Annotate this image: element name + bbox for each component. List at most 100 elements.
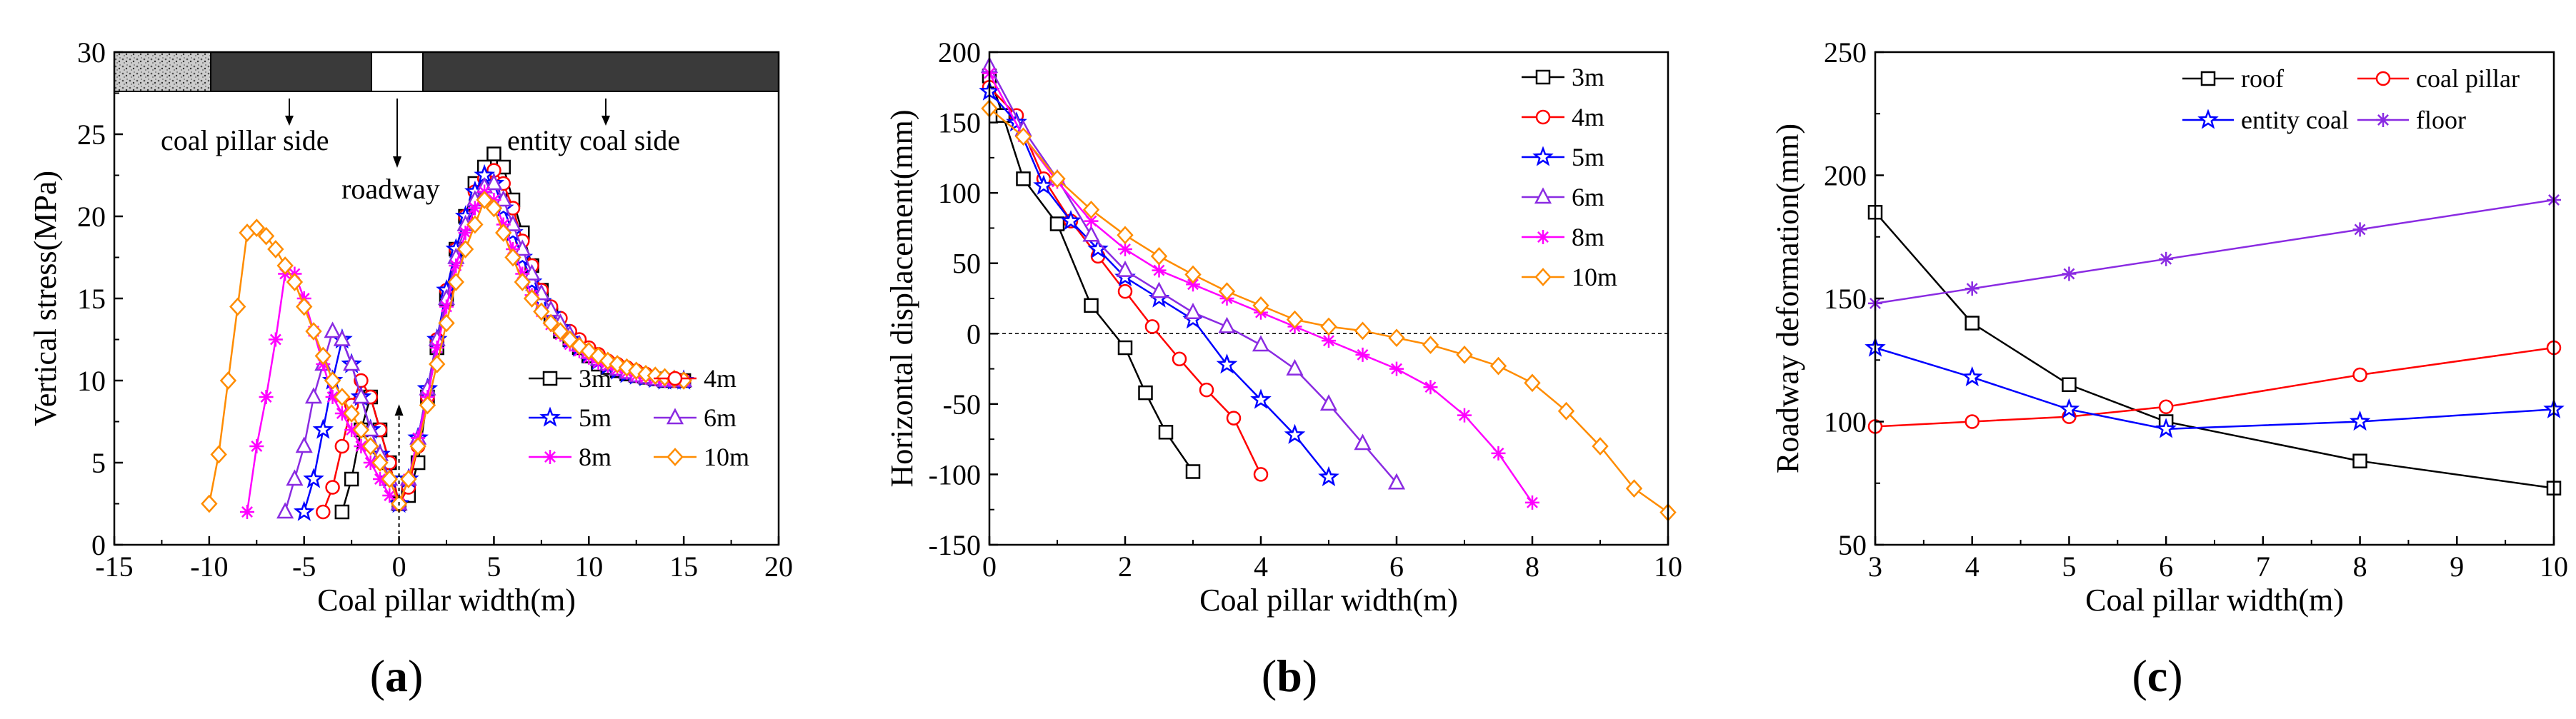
panel-c-x-tick-label: 4 — [1965, 550, 1980, 583]
panel-a-series-10m-point — [504, 248, 521, 267]
panel-b-series-8m-point — [1423, 380, 1438, 395]
panel-a-series-10m-point — [210, 445, 227, 464]
panel-b-series-10m-point — [1218, 282, 1236, 301]
panel-b-legend-marker — [1535, 69, 1551, 85]
panel-a-x-axis-title: Coal pillar width(m) — [317, 583, 576, 618]
panel-a-series-6m-point — [494, 190, 512, 207]
panel-b-chart: 0 2 4 6 8 10 -150 -100 -50 0 50 100 150 200 Coal pilla… — [884, 36, 1682, 618]
panel-b-series-10m-point — [1456, 345, 1473, 364]
panel-b-y-tick-label: 200 — [938, 36, 981, 69]
panel-b-series-8m-point — [1457, 408, 1472, 423]
panel-a-series-10m-point — [314, 346, 331, 366]
panel-b-series-10m-point — [1625, 479, 1643, 498]
panel-b-legend-label: 8m — [1572, 223, 1604, 251]
panel-b-legend-marker — [1536, 230, 1550, 244]
panel-b-series-10m-point — [1252, 296, 1269, 315]
panel-a-series-6m-point — [523, 263, 541, 281]
panel-b-series-3m-point — [1117, 340, 1133, 356]
panel-b-series-10m-point — [1557, 401, 1575, 421]
panel-b-x-tick-label: 0 — [982, 550, 997, 583]
panel-b-series-8m-line — [988, 73, 1534, 503]
panel-a-roadway-schematic-pillar — [114, 51, 211, 92]
panel-a-series-6m-point — [514, 239, 531, 256]
panel-a-series-8m-point — [458, 226, 473, 240]
panel-b-y-tick-label: -50 — [943, 388, 981, 421]
panel-a-series-8m-point — [249, 439, 264, 453]
panel-c-series-coal-pillar-line — [1874, 346, 2555, 428]
panel-c-legend-marker — [2376, 113, 2390, 127]
panel-a-series-8m-point — [382, 488, 397, 503]
panel-b-series-6m-point — [1150, 281, 1168, 298]
panel-b-legend-marker — [1535, 109, 1551, 125]
panel-b-x-axis-title: Coal pillar width(m) — [1199, 583, 1458, 618]
panel-a-y-tick-label: 15 — [77, 283, 106, 315]
panel-a-series-6m-point — [295, 436, 313, 453]
panel-a-x-tick-label: -5 — [292, 550, 316, 583]
panel-a-series-10m-point — [343, 404, 360, 423]
panel-a-series-10m-point — [514, 273, 531, 291]
panel-a-x-tick-label: 5 — [486, 550, 501, 583]
panel-a-y-tick-label: 10 — [77, 365, 106, 397]
panel-a-series-10m-point — [476, 191, 493, 209]
panel-b-legend-marker — [1532, 146, 1554, 166]
panel-a-series-10m-point — [229, 297, 246, 316]
panel-a-annotation-roadway: roadway — [341, 173, 440, 205]
panel-c-series-roof-point — [2352, 453, 2367, 468]
panel-a-x-tick-label: 0 — [392, 550, 406, 583]
panel-c-x-tick-label: 7 — [2256, 550, 2270, 583]
panel-a-series-10m-point — [324, 371, 341, 390]
panel-a-arrow-roadway-head — [393, 156, 401, 168]
panel-a-y-axis-title: Vertical stress(MPa) — [28, 171, 63, 426]
panel-a-series-10m-point — [456, 240, 474, 258]
panel-a-series-5m-line — [303, 174, 684, 513]
panel-c-x-tick-label: 8 — [2353, 550, 2367, 583]
panel-a-series-8m-point — [467, 201, 482, 216]
panel-b-series-4m-point — [1144, 319, 1160, 334]
panel-c-y-tick-label: 100 — [1824, 406, 1867, 438]
panel-c-series-floor-point — [2352, 222, 2367, 237]
panel-b-series-10m-point — [1014, 127, 1032, 146]
panel-a-legend-marker — [542, 371, 558, 386]
panel-a-series-5m-point — [312, 418, 334, 439]
panel-a-legend-label: 4m — [704, 364, 737, 393]
panel-a-series-10m-point — [296, 297, 313, 316]
panel-a-series-6m-point — [324, 321, 341, 338]
panel-b-legend: 3m 4m 5m 6m 8m 10m — [1522, 63, 1617, 291]
panel-c-legend-marker — [2375, 71, 2391, 86]
panel-b-series-3m-point — [1016, 171, 1031, 186]
panel-c-series-coal-pillar-point — [2352, 367, 2367, 383]
panel-a-series-6m-point — [276, 502, 294, 519]
panel-b-y-tick-label: 50 — [952, 248, 981, 280]
panel-a-y-tick-label: 25 — [77, 119, 106, 151]
panel-a-series-10m-point — [371, 453, 389, 472]
panel-a-series-10m-point — [599, 351, 616, 371]
panel-c-legend-label: entity coal — [2241, 106, 2349, 134]
panel-b-series-5m-point — [1006, 111, 1027, 132]
panel-c-x-axis-title: Coal pillar width(m) — [2085, 583, 2344, 618]
panel-a-series-6m-line — [284, 182, 684, 513]
panel-b-series-4m-point — [1253, 467, 1269, 482]
panel-c-y-tick-label: 250 — [1824, 36, 1867, 69]
panel-a-series-10m-point — [400, 470, 417, 488]
panel-a-series-10m-point — [429, 355, 446, 373]
panel-b-series-10m-point — [1489, 356, 1507, 376]
panel-b-y-axis-title: Horizontal displacement(mm) — [884, 109, 919, 487]
panel-a-series-10m-point — [334, 388, 351, 406]
panel-a-series-10m-point — [305, 322, 322, 341]
panel-b-series-6m-point — [1218, 316, 1236, 333]
panel-b-series-6m-point — [1184, 303, 1202, 319]
panel-a-series-10m-point — [542, 313, 559, 333]
panel-b-series-5m-point — [1284, 423, 1306, 444]
panel-b-series-10m-point — [1286, 310, 1304, 329]
panel-a-series-10m-point — [466, 215, 484, 234]
panel-b-y-tick-label: 150 — [938, 107, 981, 139]
panel-c-x-tick-label: 6 — [2159, 550, 2173, 583]
panel-b-series-5m-point — [1033, 174, 1054, 195]
panel-b-series-8m-point — [1152, 263, 1167, 278]
panel-a-legend-marker — [539, 406, 561, 427]
panel-c-chart: 3 4 5 6 7 8 9 10 50 100 150 200 250 Coal pillar width… — [1770, 36, 2568, 618]
panel-c-series-floor-line — [1874, 198, 2555, 305]
panel-a-series-10m-point — [533, 302, 550, 321]
panel-c-series-entity-coal-point — [2349, 410, 2371, 431]
panel-b-y-tick-label: -100 — [929, 458, 981, 491]
